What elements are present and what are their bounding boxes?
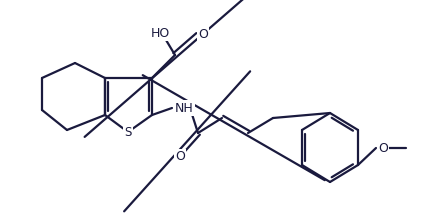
- Text: O: O: [174, 150, 184, 164]
- Text: NH: NH: [174, 101, 193, 115]
- Text: O: O: [377, 141, 387, 154]
- Text: S: S: [124, 125, 132, 138]
- Text: O: O: [197, 28, 207, 41]
- Text: HO: HO: [150, 26, 169, 39]
